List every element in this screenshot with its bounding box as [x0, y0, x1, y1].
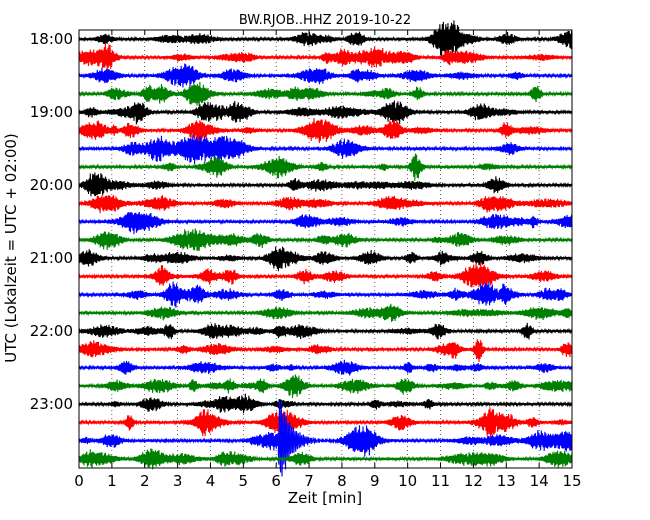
- y-tick-label: 20:00: [30, 176, 73, 194]
- y-tick-label: 23:00: [30, 395, 73, 413]
- seismogram-trace: [78, 195, 573, 214]
- seismogram-trace: [78, 117, 573, 144]
- seismogram-trace: [78, 100, 573, 125]
- seismogram-trace: [78, 303, 573, 322]
- y-tick-label: 22:00: [30, 322, 73, 340]
- seismogram-trace: [78, 228, 573, 251]
- y-axis: 18:00 19:00 20:00 21:00 22:00 23:00: [30, 30, 572, 413]
- x-tick-label: 2: [140, 472, 150, 490]
- y-tick-label: 18:00: [30, 30, 73, 48]
- x-tick-label: 9: [370, 472, 380, 490]
- x-tick-label: 12: [464, 472, 483, 490]
- x-tick-label: 0: [74, 472, 84, 490]
- x-tick-label: 4: [206, 472, 216, 490]
- x-tick-label: 1: [107, 472, 117, 490]
- x-tick-label: 3: [173, 472, 183, 490]
- seismogram-trace: [78, 448, 573, 470]
- x-tick-label: 10: [398, 472, 417, 490]
- seismogram-trace: [78, 374, 573, 398]
- y-axis-label: UTC (Lokalzeit = UTC + 02:00): [2, 133, 20, 363]
- seismogram-trace: [78, 399, 573, 477]
- seismogram-trace: [78, 211, 573, 235]
- seismogram-trace: [78, 81, 573, 107]
- plot-frame: [78, 29, 573, 469]
- seismogram-trace: [78, 261, 573, 289]
- x-tick-label: 14: [530, 472, 549, 490]
- x-tick-label: 6: [271, 472, 281, 490]
- x-tick-label: 11: [431, 472, 450, 490]
- x-axis-label: Zeit [min]: [288, 489, 362, 507]
- seismogram-trace: [78, 322, 573, 340]
- x-axis: 0 1 2 3 4 5 6 7 8 9 10 11 12 13 14 15: [74, 30, 582, 490]
- seismogram-trace: [78, 246, 573, 272]
- seismogram-trace: [78, 153, 573, 181]
- seismogram-trace: [78, 339, 573, 363]
- seismogram-trace: [78, 393, 573, 414]
- x-tick-label: 13: [497, 472, 516, 490]
- traces: [78, 20, 573, 477]
- chart-title: BW.RJOB..HHZ 2019-10-22: [239, 13, 411, 28]
- seismogram-trace: [78, 407, 573, 439]
- seismogram-trace: [78, 172, 573, 197]
- seismogram-trace: [78, 63, 573, 88]
- y-tick-label: 21:00: [30, 249, 73, 267]
- seismogram-trace: [78, 20, 573, 57]
- seismogram-trace: [78, 281, 573, 308]
- x-tick-label: 5: [239, 472, 249, 490]
- seismogram-trace: [78, 134, 573, 165]
- x-tick-label: 15: [562, 472, 581, 490]
- y-tick-label: 19:00: [30, 103, 73, 121]
- x-tick-label: 8: [337, 472, 347, 490]
- x-tick-label: 7: [304, 472, 314, 490]
- seismogram-trace: [78, 43, 573, 70]
- seismogram-trace: [78, 359, 573, 376]
